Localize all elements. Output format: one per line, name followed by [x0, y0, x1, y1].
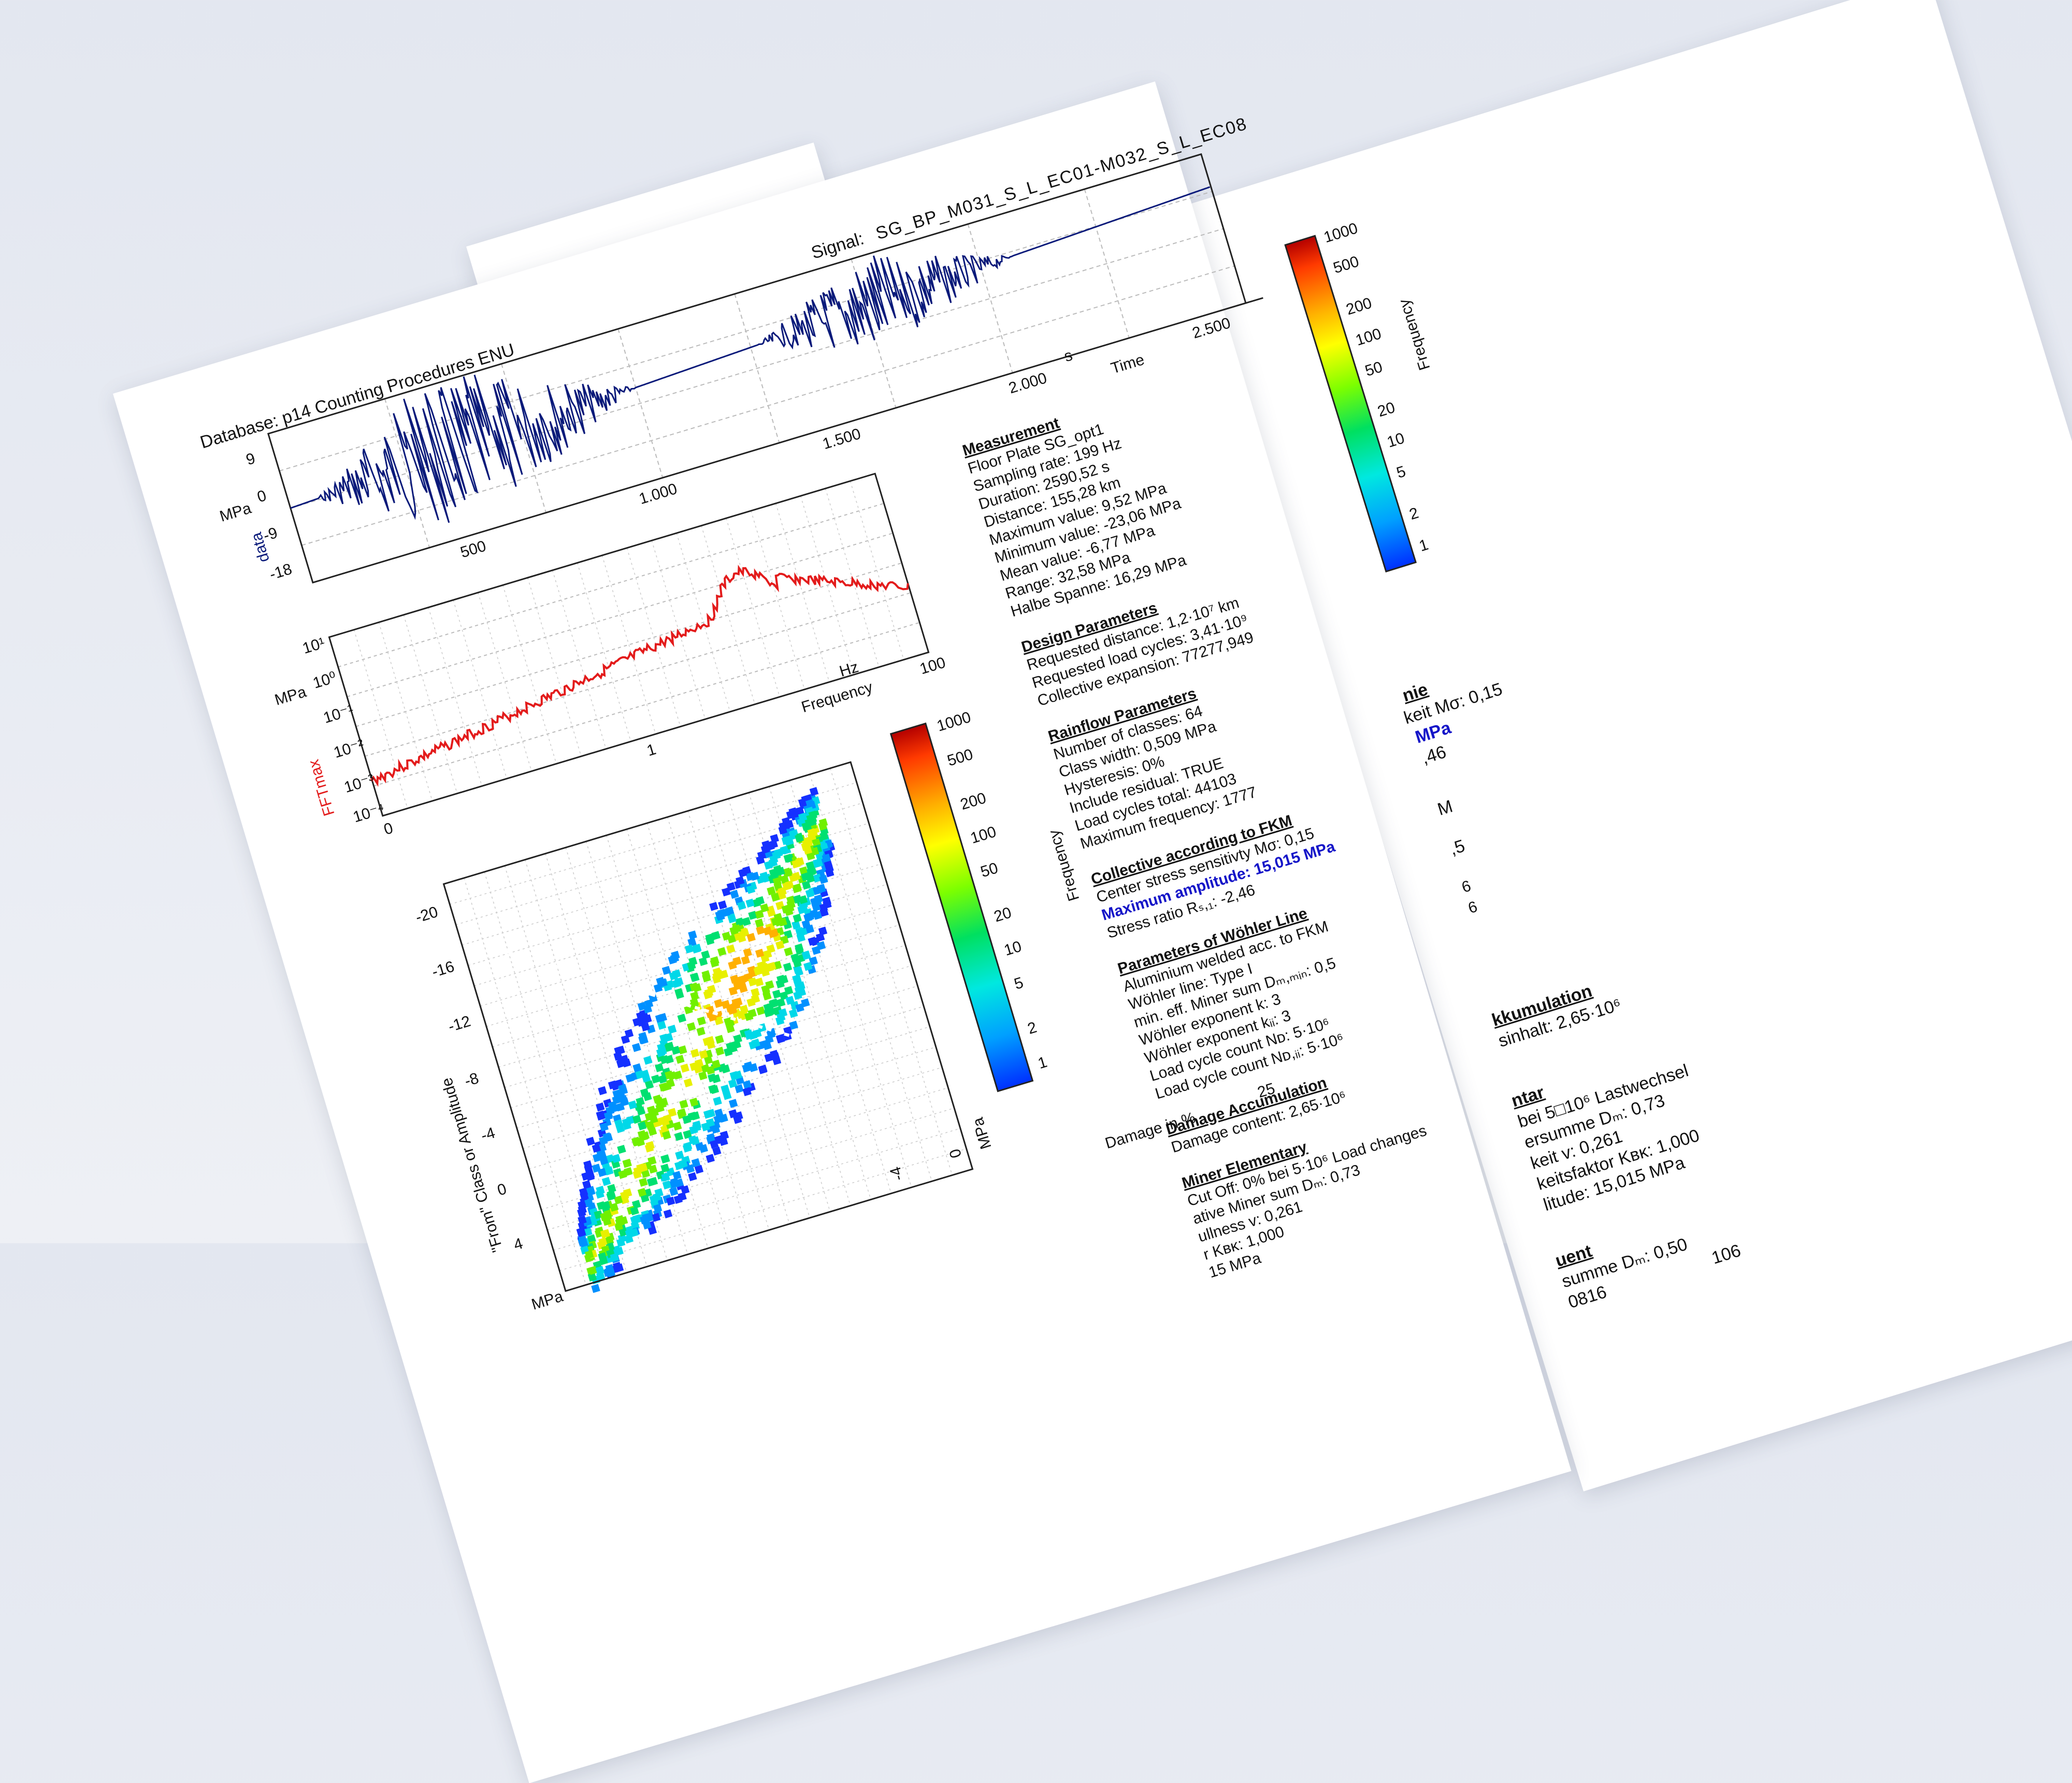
- fft-series: [370, 565, 909, 787]
- time-axis-arrow: [1245, 297, 1263, 304]
- back-colorbar: [1284, 235, 1417, 573]
- scene: { "report": { "title": "Rainflow Analyse…: [0, 0, 2072, 1314]
- front-colorbar: [889, 722, 1034, 1092]
- fft-plot-frame: [328, 472, 930, 817]
- time-signal-series: [290, 186, 1211, 523]
- fft-chart: [328, 472, 930, 817]
- matrix-y-tick: 0: [495, 1180, 509, 1199]
- time-signal-chart: [267, 153, 1263, 584]
- back-fragment: M: [1435, 796, 1455, 820]
- back-fragment: ,5: [1447, 836, 1467, 859]
- back-fragment: 6: [1466, 898, 1479, 917]
- matrix-cells: [576, 787, 836, 1293]
- matrix-y-tick: 4: [511, 1234, 525, 1254]
- colorbar-tick: 1000: [934, 708, 973, 735]
- matrix-frame: [442, 761, 974, 1292]
- rainflow-matrix-chart: [442, 761, 974, 1293]
- back-fragment: 106: [1709, 1240, 1744, 1269]
- front-colorbar-label: Frequency: [1045, 827, 1083, 903]
- back-report-page: 1000 500 200 100 50 20 10 5 2 1 Frequenc…: [1186, 0, 2072, 1491]
- matrix-diagonal: [507, 950, 852, 1056]
- matrix-grid: [450, 768, 967, 1285]
- front-report-page: Database: p14 Counting Procedures ENU Si…: [113, 81, 1572, 1783]
- back-fragment: 6: [1459, 877, 1473, 897]
